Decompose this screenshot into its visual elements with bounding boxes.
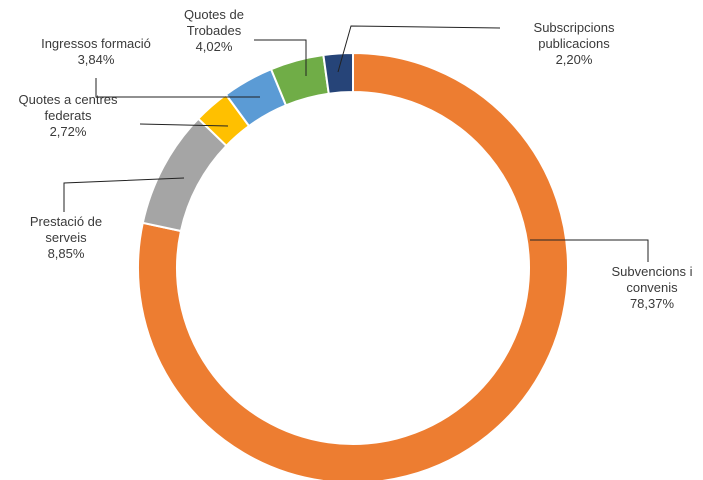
value-label: 4,02%	[196, 39, 233, 54]
leader-line-subscripcions-publicacions	[337, 25, 501, 73]
leader-line-subvencions-i-convenis	[530, 239, 649, 262]
category-label-line: Subvencions i	[612, 264, 693, 279]
category-label-line: federats	[45, 108, 92, 123]
data-label-subscripcions-publicacions: Subscripcions publicacions 2,20%	[534, 20, 615, 67]
category-label-line: Subscripcions	[534, 20, 615, 35]
category-label-line: Quotes de	[184, 7, 244, 22]
leader-lines-layer	[63, 25, 649, 262]
category-label-line: Ingressos formació	[41, 36, 151, 51]
value-label: 2,20%	[556, 52, 593, 67]
category-label-line: publicacions	[538, 36, 610, 51]
slice-prestacio-de-serveis	[141, 117, 228, 233]
data-label-quotes-de-trobades: Quotes de Trobades 4,02%	[184, 7, 244, 54]
category-label-line: Trobades	[187, 23, 242, 38]
leader-line-prestacio-de-serveis	[63, 177, 185, 212]
data-label-prestacio-de-serveis: Prestació de serveis 8,85%	[30, 214, 102, 261]
data-label-ingressos-formacio: Ingressos formació 3,84%	[41, 36, 151, 67]
slice-subvencions-i-convenis	[137, 51, 569, 480]
leader-line-quotes-de-trobades	[254, 39, 307, 76]
category-label-line: Prestació de	[30, 214, 102, 229]
category-label-line: convenis	[626, 280, 678, 295]
category-label-line: serveis	[45, 230, 87, 245]
leader-line-ingressos-formacio	[95, 78, 260, 98]
slice-subscripcions-publicacions	[322, 51, 354, 95]
value-label: 8,85%	[48, 246, 85, 261]
data-label-quotes-a-centres-federats: Quotes a centres federats 2,72%	[19, 92, 118, 139]
data-labels-layer: Subvencions i convenis 78,37% Prestació de s…	[19, 7, 693, 311]
value-label: 2,72%	[50, 124, 87, 139]
value-label: 78,37%	[630, 296, 675, 311]
slices-layer	[137, 51, 569, 480]
leader-line-quotes-a-centres-federats	[139, 123, 229, 127]
value-label: 3,84%	[78, 52, 115, 67]
data-label-subvencions-i-convenis: Subvencions i convenis 78,37%	[612, 264, 693, 311]
category-label-line: Quotes a centres	[19, 92, 118, 107]
